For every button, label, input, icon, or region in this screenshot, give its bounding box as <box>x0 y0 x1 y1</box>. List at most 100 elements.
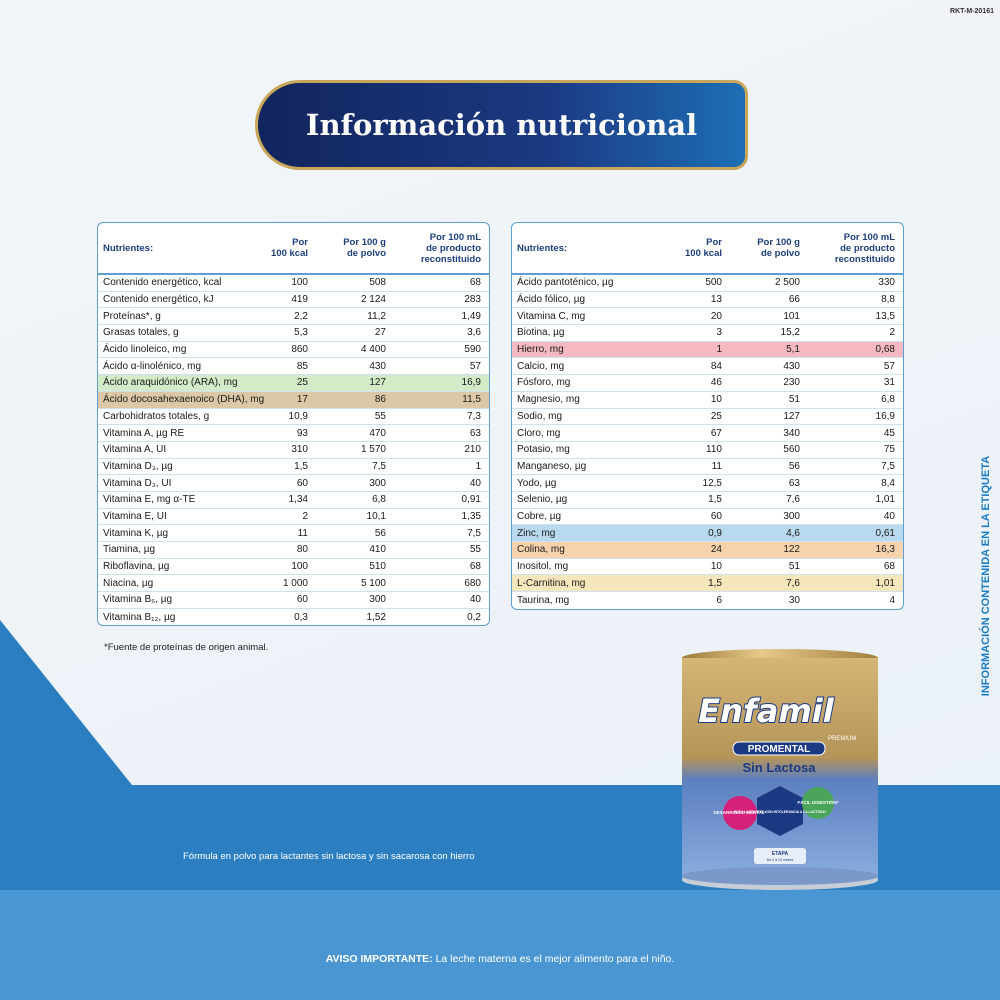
table-row: Vitamina C, mg 20 101 13,5 <box>512 308 903 326</box>
value-cell: 419 <box>291 294 308 306</box>
table-row: Manganeso, µg 11 56 7,5 <box>512 459 903 476</box>
table-row: Ácido fólico, µg 13 66 8,8 <box>512 292 903 309</box>
table-row: Carbohidratos totales, g 10,9 55 7,3 <box>98 409 489 426</box>
nutrient-name: Grasas totales, g <box>103 327 179 339</box>
nutrient-name: Magnesio, mg <box>517 394 580 406</box>
value-cell: 4 400 <box>360 344 386 356</box>
value-cell: 63 <box>469 427 481 439</box>
value-cell: 300 <box>369 477 386 489</box>
table-row: Vitamina E, mg α-TE 1,34 6,8 0,91 <box>98 492 489 509</box>
value-cell: 122 <box>783 544 800 556</box>
value-cell: 40 <box>883 510 895 522</box>
value-cell: 101 <box>783 310 800 322</box>
value-cell: 127 <box>783 410 800 422</box>
value-cell: 0,91 <box>461 494 481 506</box>
table-row: Vitamina A, UI 310 1 570 210 <box>98 442 489 459</box>
nutrient-name: Yodo, µg <box>517 477 557 489</box>
nutrient-name: Ácido linoleico, mg <box>103 344 187 356</box>
value-cell: 2 <box>302 510 308 522</box>
product-caption: Fórmula en polvo para lactantes sin lact… <box>183 851 475 862</box>
value-cell: 68 <box>469 277 481 289</box>
value-cell: 31 <box>883 377 895 389</box>
title-banner: Información nutricional <box>255 80 748 170</box>
value-cell: 680 <box>464 577 481 589</box>
value-cell: 1,35 <box>461 510 481 522</box>
value-cell: 84 <box>710 360 722 372</box>
table-row: Riboflavina, µg 100 510 68 <box>98 559 489 576</box>
nutrient-name: Vitamina E, UI <box>103 510 167 522</box>
value-cell: 16,9 <box>461 377 481 389</box>
value-cell: 11,2 <box>367 310 386 322</box>
value-cell: 25 <box>710 410 722 422</box>
nutrient-name: Ácido pantoténico, µg <box>517 277 614 289</box>
value-cell: 57 <box>883 360 895 372</box>
nutrient-name: Cobre, µg <box>517 510 562 522</box>
nutrient-name: Calcio, mg <box>517 360 565 372</box>
side-note: INFORMACIÓN CONTENIDA EN LA ETIQUETA <box>976 440 996 720</box>
value-cell: 430 <box>783 360 800 372</box>
value-cell: 7,5 <box>467 527 481 539</box>
value-cell: 2 124 <box>360 294 386 306</box>
value-cell: 11 <box>297 527 308 539</box>
value-cell: 30 <box>788 594 800 606</box>
value-cell: 1,52 <box>366 611 386 623</box>
value-cell: 2,2 <box>294 310 308 322</box>
table-row: Sodio, mg 25 127 16,9 <box>512 409 903 426</box>
value-cell: 60 <box>296 594 308 606</box>
value-cell: 86 <box>374 394 386 406</box>
value-cell: 1,5 <box>708 577 722 589</box>
value-cell: 1 <box>475 460 481 472</box>
value-cell: 560 <box>783 444 800 456</box>
nutrient-name: Vitamina K, µg <box>103 527 169 539</box>
value-cell: 1,01 <box>875 494 895 506</box>
value-cell: 24 <box>710 544 722 556</box>
table-row: Cobre, µg 60 300 40 <box>512 509 903 526</box>
value-cell: 40 <box>469 594 481 606</box>
table-row: L-Carnitina, mg 1,5 7,6 1,01 <box>512 575 903 593</box>
nutrient-name: Hierro, mg <box>517 344 564 356</box>
value-cell: 27 <box>374 327 386 339</box>
column-header: Por 100 kcal <box>685 237 722 259</box>
value-cell: 110 <box>706 444 722 456</box>
footnote: *Fuente de proteínas de origen animal. <box>104 642 269 653</box>
table-row: Contenido energético, kcal 100 508 68 <box>98 275 489 292</box>
table-row: Ácido araquidónico (ARA), mg 25 127 16,9 <box>98 375 489 392</box>
value-cell: 127 <box>369 377 386 389</box>
column-header: Nutrientes: <box>103 242 154 254</box>
value-cell: 340 <box>783 427 800 439</box>
table-row: Magnesio, mg 10 51 6,8 <box>512 392 903 409</box>
value-cell: 283 <box>464 294 481 306</box>
value-cell: 510 <box>369 561 386 573</box>
value-cell: 13 <box>710 294 722 306</box>
nutrient-name: Ácido docosahexaenoico (DHA), mg <box>103 394 265 406</box>
value-cell: 1,49 <box>461 310 481 322</box>
nutrient-name: Niacina, µg <box>103 577 154 589</box>
value-cell: 1 000 <box>282 577 308 589</box>
value-cell: 56 <box>788 460 800 472</box>
value-cell: 1,01 <box>875 577 895 589</box>
column-header: Por 100 mL de producto reconstituido <box>420 231 481 265</box>
table-row: Vitamina K, µg 11 56 7,5 <box>98 525 489 542</box>
value-cell: 0,2 <box>467 611 481 623</box>
value-cell: 13,5 <box>875 310 895 322</box>
notice-label: AVISO IMPORTANTE: <box>325 953 433 965</box>
value-cell: 46 <box>710 377 722 389</box>
value-cell: 7,3 <box>467 410 481 422</box>
side-note-text: INFORMACIÓN CONTENIDA EN LA ETIQUETA <box>980 455 992 697</box>
table-row: Vitamina B₆, µg 60 300 40 <box>98 592 489 609</box>
table-row: Hierro, mg 1 5,1 0,68 <box>512 341 903 359</box>
value-cell: 75 <box>883 444 895 456</box>
table-row: Biotina, µg 3 15,2 2 <box>512 325 903 342</box>
value-cell: 3,6 <box>467 327 481 339</box>
value-cell: 16,9 <box>875 410 895 422</box>
value-cell: 8,4 <box>881 477 895 489</box>
column-header: Por 100 kcal <box>271 237 308 259</box>
decor-triangle <box>0 620 132 785</box>
value-cell: 430 <box>369 360 386 372</box>
table-row: Vitamina B₁₂, µg 0,3 1,52 0,2 <box>98 609 489 626</box>
value-cell: 6,8 <box>372 494 386 506</box>
value-cell: 6 <box>716 594 722 606</box>
badge: PARA LACTANTES CON INTOLERANCIA A LA LAC… <box>734 810 827 814</box>
product-stage-range: De 0 a 12 meses <box>767 858 794 862</box>
nutrient-name: Contenido energético, kcal <box>103 277 222 289</box>
